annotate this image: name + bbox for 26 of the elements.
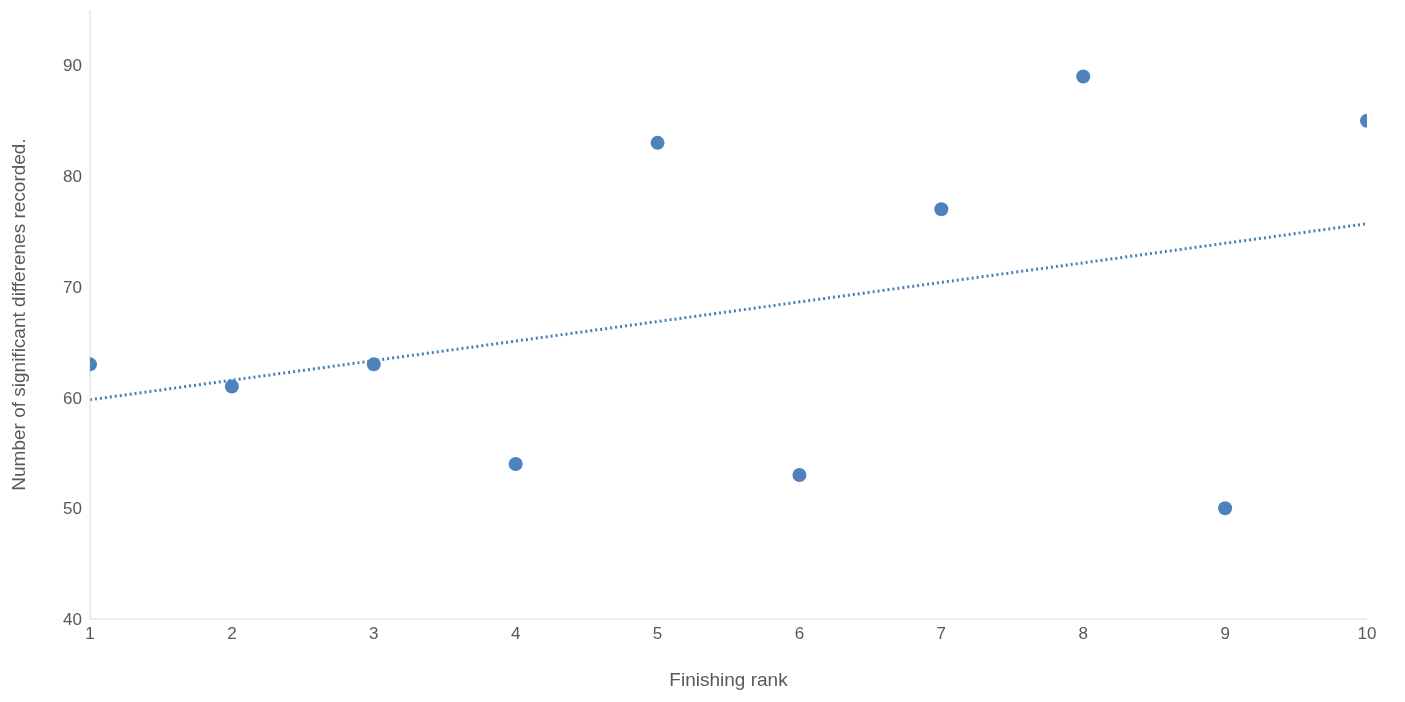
y-tick-label: 90 <box>63 56 82 76</box>
x-tick-label: 8 <box>1078 624 1088 644</box>
y-tick-label: 60 <box>63 388 82 408</box>
x-tick-label: 7 <box>936 624 947 644</box>
y-tick-label: 80 <box>63 167 82 187</box>
y-tick-label: 70 <box>63 277 82 297</box>
point <box>366 357 381 372</box>
x-tick-label: 9 <box>1220 624 1230 644</box>
y-axis-title: Number of significant differenes recorded. <box>7 138 29 491</box>
x-tick-label: 5 <box>652 624 663 644</box>
y-tick-label: 40 <box>63 610 82 630</box>
x-tick-label: 6 <box>794 624 805 644</box>
x-tick-label: 4 <box>510 624 521 644</box>
y-tick-label: 50 <box>63 499 82 519</box>
point <box>650 135 665 150</box>
point <box>1076 69 1091 84</box>
x-tick-label: 2 <box>227 624 237 644</box>
point <box>934 202 949 217</box>
point <box>508 456 523 471</box>
x-axis-title: Finishing rank <box>669 669 789 690</box>
x-tick-label: 10 <box>1357 624 1377 644</box>
x-tick-label: 3 <box>369 624 379 644</box>
x-tick-label: 1 <box>85 624 95 644</box>
point <box>224 379 239 394</box>
point <box>792 468 807 483</box>
point <box>1218 501 1233 516</box>
